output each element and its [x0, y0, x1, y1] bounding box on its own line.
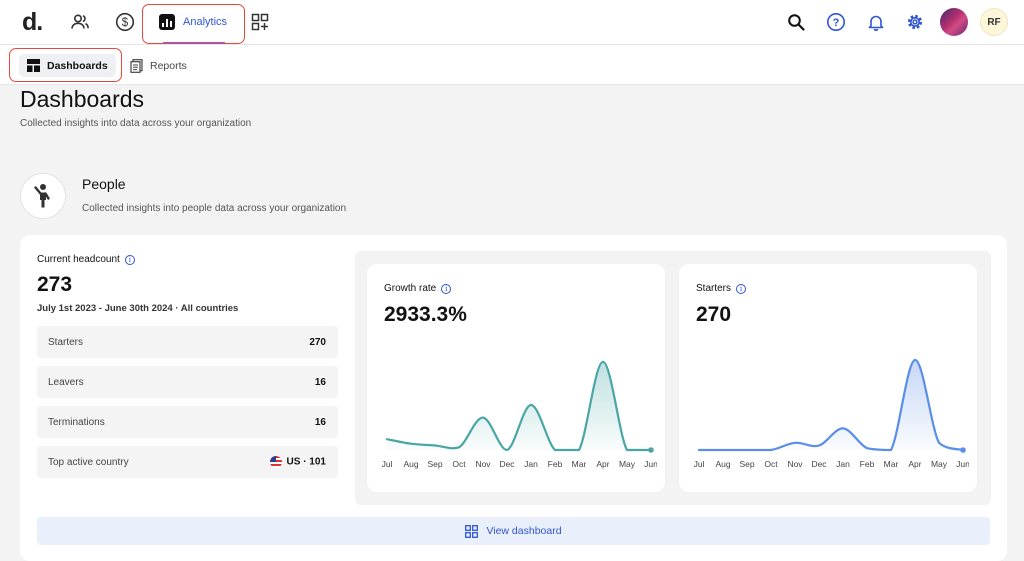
info-icon[interactable]: i [441, 283, 452, 294]
analytics-highlight-box [142, 4, 245, 44]
stat-row-leavers: Leavers 16 [37, 366, 338, 398]
stat-row-terminations: Terminations 16 [37, 406, 338, 438]
x-tick-label: May [619, 459, 636, 469]
tab-dashboards-label: Dashboards [47, 59, 108, 72]
help-icon[interactable]: ? [825, 11, 847, 33]
stat-value-country: US · 101 [269, 456, 326, 468]
x-tick-label: Nov [787, 459, 803, 469]
tab-reports-label: Reports [150, 59, 187, 72]
analytics-chart-icon [159, 14, 175, 30]
x-tick-label: Apr [908, 459, 921, 469]
stat-value: 16 [314, 376, 326, 388]
x-tick-label: Feb [548, 459, 563, 469]
dashboard-layout-icon [27, 59, 40, 72]
starters-area-fill [699, 359, 963, 450]
svg-text:$: $ [122, 17, 129, 29]
people-nav-icon[interactable] [69, 11, 91, 33]
stat-label: Terminations [48, 416, 105, 428]
x-tick-label: Dec [811, 459, 827, 469]
page-subtitle: Collected insights into data across your… [20, 118, 252, 129]
x-tick-label: Oct [764, 459, 778, 469]
charts-panel: Growth rate i 2933.3% Jul Aug Sep Oct Nov Dec… [355, 251, 991, 505]
us-flag-icon [269, 456, 282, 468]
info-icon[interactable]: i [736, 283, 747, 294]
stat-row-top-country: Top active country US · 101 [37, 446, 338, 478]
x-tick-label: Jul [382, 459, 393, 469]
section-title: People [82, 176, 126, 192]
dashboards-highlight-box [9, 48, 122, 82]
info-icon[interactable]: i [124, 254, 135, 265]
organization-avatar[interactable] [940, 8, 968, 36]
starters-last-point[interactable] [960, 447, 966, 453]
headcount-label-row: Current headcount i [37, 254, 135, 265]
view-dashboard-button[interactable]: View dashboard [37, 517, 990, 545]
x-tick-label: May [931, 459, 948, 469]
growth-area-fill [387, 361, 651, 450]
people-dashboard-card: Current headcount i 273 July 1st 2023 - … [20, 235, 1007, 561]
top-navigation-bar: d. $ Analytics ? RF [0, 0, 1024, 45]
grid-icon [465, 524, 479, 538]
x-tick-label: Jan [836, 459, 850, 469]
x-tick-label: Feb [860, 459, 875, 469]
x-tick-label: Jan [524, 459, 538, 469]
apps-grid-add-icon[interactable] [249, 11, 271, 33]
x-tick-label: Apr [596, 459, 609, 469]
growth-rate-chart: Jul Aug Sep Oct Nov Dec Jan Feb Mar Apr May Jun [382, 360, 657, 469]
payroll-dollar-icon[interactable]: $ [114, 11, 136, 33]
x-tick-label: Sep [427, 459, 442, 469]
starters-chart: Jul Aug Sep Oct Nov Dec Jan Feb Mar Apr May Jun [694, 358, 969, 469]
starters-label: Starters [696, 283, 732, 294]
x-tick-label: Mar [884, 459, 899, 469]
starters-label-row: Starters i [696, 283, 747, 294]
analytics-subnav: Dashboards Reports [0, 45, 1024, 85]
headcount-label: Current headcount [37, 254, 120, 265]
stat-label: Starters [48, 336, 84, 348]
growth-rate-card[interactable]: Growth rate i 2933.3% Jul Aug Sep Oct Nov Dec… [367, 264, 665, 492]
x-tick-label: Nov [475, 459, 491, 469]
growth-label: Growth rate [384, 283, 437, 294]
stat-value: 16 [314, 416, 326, 428]
section-subtitle: Collected insights into people data acro… [82, 203, 347, 214]
search-icon[interactable] [785, 11, 807, 33]
reports-document-icon [130, 58, 143, 73]
stat-label: Top active country [48, 456, 129, 468]
app-logo[interactable]: d. [22, 8, 43, 36]
tab-reports[interactable]: Reports [122, 54, 195, 77]
x-tick-label: Jul [694, 459, 705, 469]
user-avatar[interactable]: RF [980, 8, 1008, 36]
people-section-icon [20, 173, 66, 219]
x-tick-label: Sep [739, 459, 754, 469]
x-tick-label: Aug [715, 459, 730, 469]
stat-label: Leavers [48, 376, 84, 388]
x-tick-label: Dec [499, 459, 515, 469]
starters-series-line [697, 358, 965, 452]
headcount-value: 273 [37, 273, 73, 296]
tab-dashboards[interactable]: Dashboards [19, 54, 116, 77]
x-tick-label: Jun [644, 459, 657, 469]
x-tick-label: Oct [452, 459, 466, 469]
growth-label-row: Growth rate i [384, 283, 452, 294]
settings-gear-icon[interactable] [904, 11, 926, 33]
stat-value: 270 [309, 336, 326, 348]
svg-text:?: ? [833, 17, 840, 29]
analytics-nav-label: Analytics [183, 16, 228, 28]
growth-last-point[interactable] [648, 447, 654, 453]
person-raising-hand-icon [34, 184, 50, 208]
x-tick-label: Mar [572, 459, 587, 469]
page-title: Dashboards [20, 86, 145, 112]
starters-card[interactable]: Starters i 270 Jul Aug Sep Oct Nov Dec Jan Feb M… [679, 264, 977, 492]
x-tick-label: Jun [956, 459, 969, 469]
headcount-date-range: July 1st 2023 - June 30th 2024 · All cou… [37, 303, 239, 314]
country-value: US · 101 [286, 456, 326, 468]
growth-value: 2933.3% [384, 303, 467, 326]
stat-row-starters: Starters 270 [37, 326, 338, 358]
starters-value: 270 [696, 303, 732, 326]
growth-series-line [385, 360, 653, 452]
notifications-bell-icon[interactable] [865, 11, 887, 33]
view-dashboard-label: View dashboard [486, 525, 562, 537]
x-tick-label: Aug [403, 459, 418, 469]
